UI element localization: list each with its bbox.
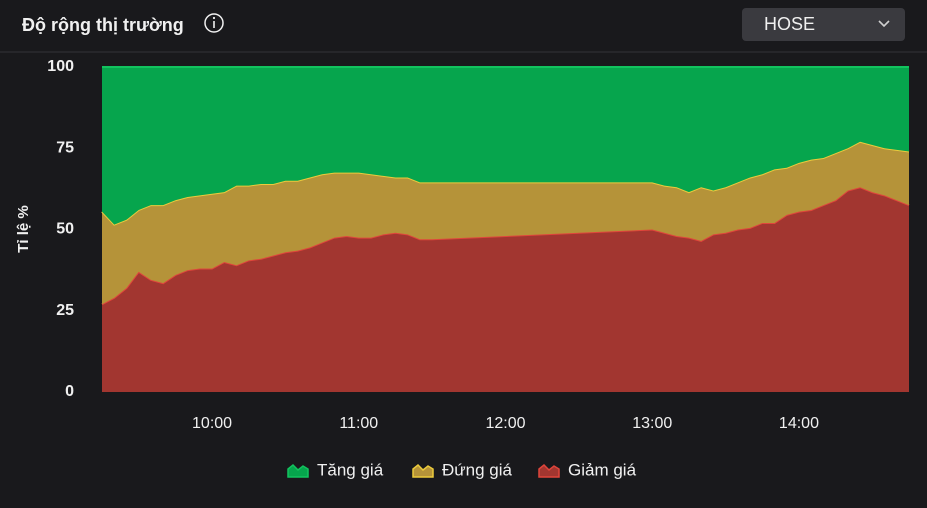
x-tick-label: 12:00 [485, 415, 525, 432]
y-tick-label: 25 [56, 302, 74, 319]
x-tick-label: 10:00 [192, 415, 232, 432]
y-axis-label: Tỉ lệ % [15, 205, 32, 253]
dropdown-value[interactable]: HOSE [764, 14, 815, 34]
legend-label: Đứng giá [442, 460, 513, 479]
legend-icon [538, 463, 560, 478]
area [102, 67, 909, 225]
info-dot[interactable] [212, 16, 216, 20]
x-tick-label: 14:00 [779, 415, 819, 432]
y-tick-label: 100 [47, 58, 74, 75]
x-tick-label: 13:00 [632, 415, 672, 432]
legend-item: Tăng giá [287, 460, 384, 479]
legend-icon [287, 463, 309, 478]
info-circle[interactable] [204, 13, 224, 33]
area [102, 141, 909, 305]
dropdown-box[interactable] [742, 8, 905, 41]
chart-title: Độ rộng thị trường [22, 15, 184, 35]
legend-icon [412, 463, 434, 478]
y-tick-label: 50 [56, 221, 74, 238]
legend-label: Giảm giá [568, 460, 637, 479]
dropdown-chevron[interactable] [878, 20, 890, 28]
x-tick-label: 11:00 [339, 415, 378, 432]
y-tick-label: 75 [56, 139, 74, 156]
legend-item: Giảm giá [538, 460, 637, 479]
exchange-dropdown[interactable]: HOSE [742, 8, 905, 41]
legend-item: Đứng giá [412, 460, 513, 479]
y-tick-label: 0 [65, 383, 74, 400]
legend-label: Tăng giá [317, 460, 384, 479]
info-icon[interactable] [204, 13, 224, 33]
